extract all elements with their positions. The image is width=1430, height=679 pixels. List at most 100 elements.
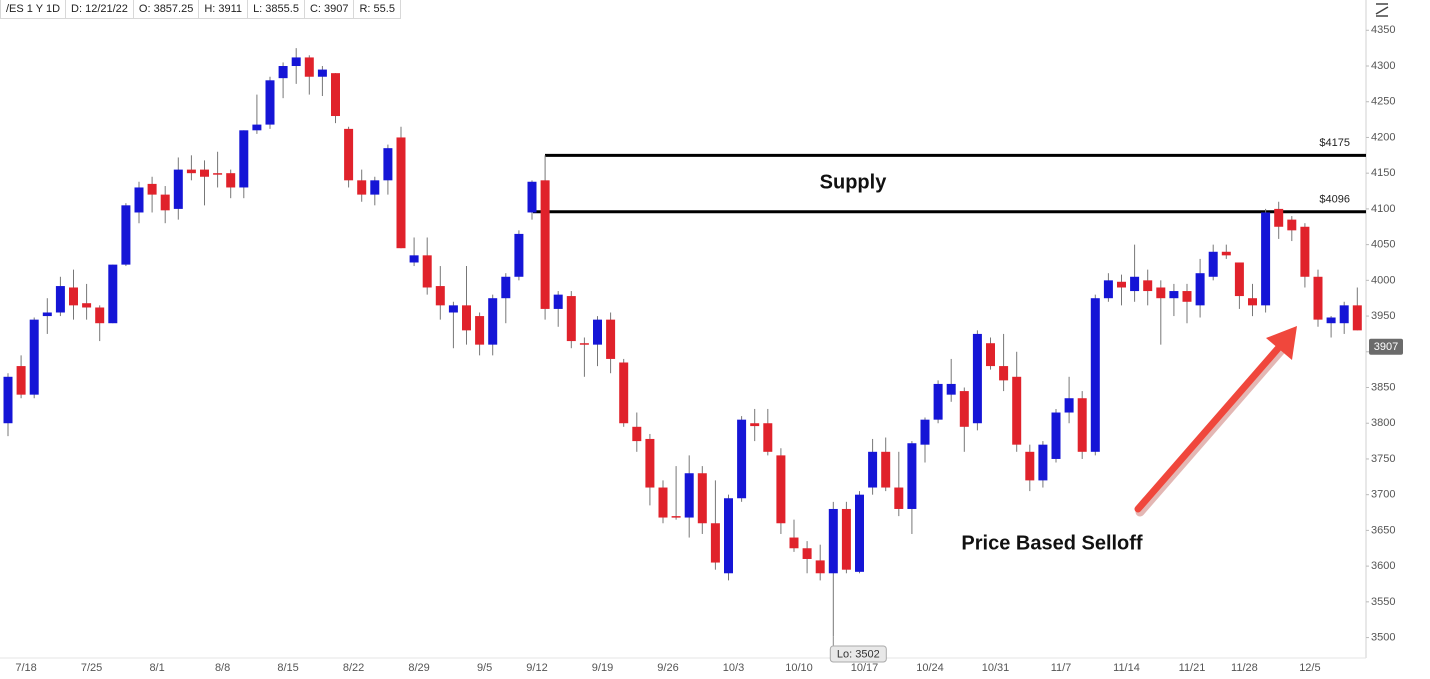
candle-body — [1103, 280, 1113, 299]
level-label: $4096 — [1319, 194, 1350, 206]
candle-body — [632, 426, 642, 442]
candle-body — [239, 130, 249, 188]
header-chip: /ES 1 Y 1D — [0, 0, 67, 19]
candle-body — [278, 66, 288, 79]
candle-body — [435, 286, 445, 306]
header-chip: R: 55.5 — [353, 0, 401, 19]
candle-body — [3, 376, 13, 424]
candle-body — [1352, 305, 1362, 331]
candle-body — [344, 128, 354, 181]
candle-body — [95, 307, 105, 324]
candle-body — [331, 73, 340, 117]
low-marker-label: Lo: 3502 — [837, 648, 880, 660]
candle-body — [710, 523, 720, 563]
candle-body — [881, 451, 891, 488]
candle-body — [671, 516, 681, 518]
candle-body — [1012, 376, 1022, 445]
candle-body — [370, 180, 380, 195]
y-tick-label: 3550 — [1371, 596, 1395, 608]
arrow — [1134, 326, 1297, 517]
candle-body — [475, 316, 485, 345]
candle-body — [488, 298, 498, 345]
candle-body — [894, 487, 904, 509]
candle-body — [1248, 298, 1257, 306]
candle-body — [697, 473, 707, 524]
candle-body — [606, 319, 616, 359]
candle-body — [514, 233, 524, 277]
candle-body — [69, 287, 78, 306]
candle-body — [566, 296, 576, 342]
y-tick-label: 4200 — [1371, 131, 1395, 143]
candle-body — [213, 173, 223, 175]
candle-body — [1234, 262, 1244, 297]
level-label: $4175 — [1319, 137, 1350, 149]
candle-body — [108, 264, 118, 324]
candle-body — [645, 438, 655, 488]
candle-body — [972, 333, 982, 424]
x-tick-label: 11/14 — [1113, 662, 1140, 674]
candle-body — [1182, 291, 1192, 302]
candle-body — [658, 487, 668, 518]
candle-body — [1117, 281, 1126, 288]
header-chip: H: 3911 — [198, 0, 249, 19]
candle-body — [763, 423, 773, 452]
low-marker-box — [829, 645, 887, 663]
candle-body — [1195, 273, 1205, 306]
x-tick-label: 11/28 — [1231, 662, 1258, 674]
x-tick-label: 8/22 — [343, 662, 364, 674]
candle-body — [29, 319, 39, 395]
candle-body — [540, 180, 550, 309]
candle-body — [147, 183, 157, 195]
candle-body — [841, 508, 851, 570]
candle-body — [462, 305, 471, 331]
candle-body — [1051, 412, 1061, 459]
candle-body — [409, 255, 419, 263]
candle-body — [1208, 251, 1218, 277]
arrow-head — [1266, 326, 1297, 360]
candle-body — [357, 180, 367, 195]
x-tick-label: 9/26 — [657, 662, 678, 674]
header-chip: O: 3857.25 — [132, 0, 200, 19]
candle-body — [200, 169, 209, 177]
candle-body — [383, 148, 393, 181]
candle-body — [946, 383, 956, 395]
candle-body — [160, 194, 170, 211]
header-bar: /ES 1 Y 1D D: 12/21/22 O: 3857.25 H: 3911 L:… — [0, 0, 401, 19]
candle-body — [134, 187, 144, 213]
candle-body — [226, 173, 236, 188]
price-tag-label: 3907 — [1374, 341, 1398, 353]
candle-body — [1287, 219, 1297, 231]
candle-body — [186, 169, 196, 174]
arrow-shaft — [1134, 341, 1285, 513]
candle-body — [55, 286, 65, 313]
candle-body — [1025, 451, 1035, 481]
candle-body — [815, 560, 825, 574]
y-tick-label: 4250 — [1371, 96, 1395, 108]
x-tick-label: 12/5 — [1299, 662, 1320, 674]
candle-body — [1221, 251, 1231, 256]
candle-body — [304, 57, 314, 77]
candle-body — [959, 391, 969, 427]
candle-body — [1326, 317, 1336, 324]
candle-body — [750, 423, 760, 427]
candle-body — [553, 294, 563, 309]
candle-body — [986, 343, 995, 367]
candle-body — [422, 255, 432, 288]
candle-body — [920, 419, 930, 445]
y-tick-label: 4150 — [1371, 167, 1395, 179]
y-tick-label: 4300 — [1371, 60, 1395, 72]
candle-body — [1313, 276, 1323, 320]
candle-body — [448, 305, 458, 313]
y-tick-label: 4100 — [1371, 203, 1395, 215]
candle-body — [396, 137, 406, 249]
candle-body — [1130, 276, 1140, 292]
candle-body — [828, 508, 838, 574]
x-tick-label: 10/3 — [723, 662, 744, 674]
candle-body — [802, 548, 812, 559]
toolbar-icon[interactable] — [1374, 2, 1390, 18]
candle-body — [579, 343, 589, 345]
candle-body — [1300, 226, 1310, 277]
y-tick-label: 4350 — [1371, 24, 1395, 36]
candle-body — [252, 124, 262, 131]
